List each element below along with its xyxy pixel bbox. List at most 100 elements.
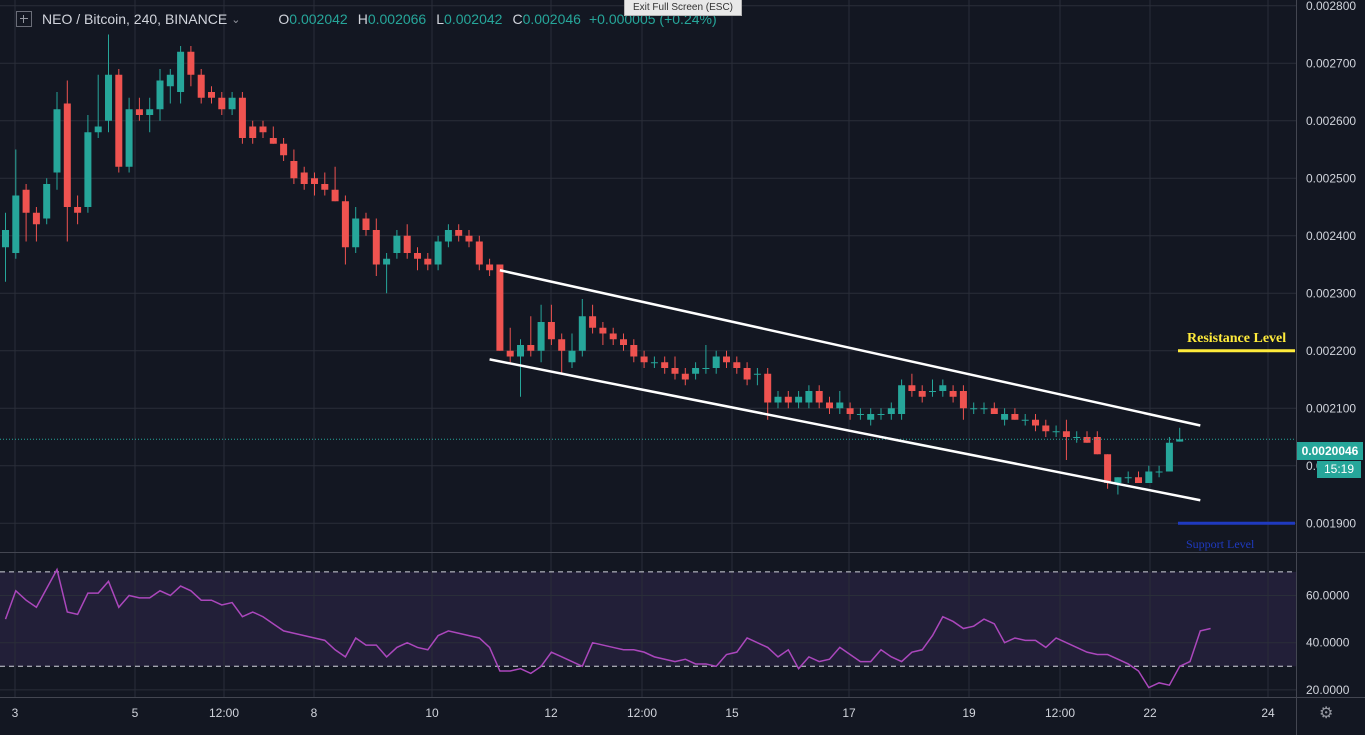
candle-body xyxy=(609,333,617,340)
close-value: 0.002046 xyxy=(522,11,581,27)
time-tick-label: 10 xyxy=(425,706,439,720)
candle-body xyxy=(465,235,473,242)
candle-body xyxy=(352,218,360,248)
countdown-badge: 15:19 xyxy=(1317,461,1361,478)
price-tick-label: 0.002700 xyxy=(1306,56,1356,70)
time-tick-label: 3 xyxy=(12,706,19,720)
candle-body xyxy=(249,126,257,138)
candle-body xyxy=(784,396,792,403)
candle-body xyxy=(146,109,154,115)
time-tick-label: 12:00 xyxy=(209,706,239,720)
candle-body xyxy=(630,345,638,357)
candle-body xyxy=(1021,419,1029,421)
candle-body xyxy=(1042,425,1050,432)
candle-body xyxy=(959,391,967,409)
candle-body xyxy=(43,184,51,219)
last-price-badge: 0.0020046 xyxy=(1297,442,1363,460)
candle-body xyxy=(805,391,813,403)
candle-body xyxy=(1145,471,1153,483)
candle-body xyxy=(929,391,936,392)
candle-body xyxy=(341,201,349,248)
expand-icon[interactable] xyxy=(16,11,32,27)
price-tick-label: 0.002400 xyxy=(1306,229,1356,243)
candle-body xyxy=(527,345,535,351)
candle-body xyxy=(228,97,236,110)
resistance-label: Resistance Level xyxy=(1187,331,1287,346)
time-tick-label: 17 xyxy=(842,706,856,720)
rsi-tick-label: 20.0000 xyxy=(1306,683,1350,697)
candle-body xyxy=(84,132,92,207)
candle-body xyxy=(1093,437,1101,455)
rsi-tick-label: 60.0000 xyxy=(1306,588,1350,602)
candle-body xyxy=(1165,442,1173,472)
candle-body xyxy=(877,414,885,415)
candle-body xyxy=(32,212,40,225)
candle-body xyxy=(177,51,185,92)
candle-body xyxy=(300,172,308,184)
candle-body xyxy=(568,350,576,363)
time-tick-label: 12 xyxy=(544,706,558,720)
candle-body xyxy=(135,109,143,115)
candle-body xyxy=(53,109,61,173)
candle-body xyxy=(218,97,226,110)
price-tick-label: 0.002600 xyxy=(1306,114,1356,128)
time-tick-label: 12:00 xyxy=(1045,706,1075,720)
candle-body xyxy=(774,396,782,403)
candle-body xyxy=(208,92,215,98)
time-tick-label: 19 xyxy=(962,706,976,720)
open-label: O xyxy=(278,11,290,27)
candle-body xyxy=(1001,414,1009,420)
time-tick-label: 8 xyxy=(311,706,318,720)
exit-fullscreen-tooltip[interactable]: Exit Full Screen (ESC) xyxy=(624,0,742,16)
candle-body xyxy=(650,362,658,364)
price-tick-label: 0.002800 xyxy=(1306,0,1356,13)
candle-body xyxy=(331,189,339,202)
candle-body xyxy=(1083,437,1091,443)
candle-body xyxy=(105,74,112,121)
channel-lower-line[interactable] xyxy=(489,358,1201,502)
candle-body xyxy=(362,218,370,230)
low-label: L xyxy=(436,11,445,27)
candle-body xyxy=(280,143,288,156)
candle-body xyxy=(599,327,607,334)
candle-body xyxy=(321,184,329,190)
candle-body xyxy=(12,195,20,253)
candle-body xyxy=(259,126,267,133)
price-tick-label: 0.002300 xyxy=(1306,286,1356,300)
candle-body xyxy=(63,103,71,207)
candle-body xyxy=(795,396,803,403)
candle-body xyxy=(434,241,442,265)
low-value: 0.002042 xyxy=(444,11,503,27)
symbol-label[interactable]: NEO / Bitcoin, 240, BINANCE xyxy=(42,11,228,27)
candle-body xyxy=(187,51,195,75)
candle-body xyxy=(980,408,988,410)
candle-body xyxy=(197,74,205,98)
chart-legend: NEO / Bitcoin, 240, BINANCE ⌄ O 0.002042 … xyxy=(0,4,717,34)
candle-body xyxy=(867,414,875,420)
price-tick-label: 0.002200 xyxy=(1306,344,1356,358)
candle-body xyxy=(671,368,679,374)
time-tick-label: 15 xyxy=(725,706,739,720)
candle-body xyxy=(970,408,978,410)
candle-body xyxy=(115,74,123,167)
candle-body xyxy=(949,391,957,397)
high-label: H xyxy=(357,11,368,27)
chevron-down-icon[interactable]: ⌄ xyxy=(231,13,241,26)
candle-body xyxy=(22,189,30,213)
rsi-band-fill xyxy=(0,571,1296,667)
channel-upper-line[interactable] xyxy=(499,269,1201,427)
price-tick-label: 0.002500 xyxy=(1306,171,1356,185)
candle-body xyxy=(393,235,401,253)
candle-body xyxy=(403,235,411,253)
candle-body xyxy=(712,356,720,368)
candle-body xyxy=(496,264,504,351)
candle-body xyxy=(1073,437,1081,438)
candle-body xyxy=(414,253,421,259)
candle-body xyxy=(269,138,277,144)
gear-icon[interactable]: ⚙ xyxy=(1319,705,1334,722)
candle-body xyxy=(723,356,730,363)
candle-body xyxy=(547,322,555,340)
candle-body xyxy=(1114,477,1122,483)
candle-body xyxy=(1011,414,1019,420)
